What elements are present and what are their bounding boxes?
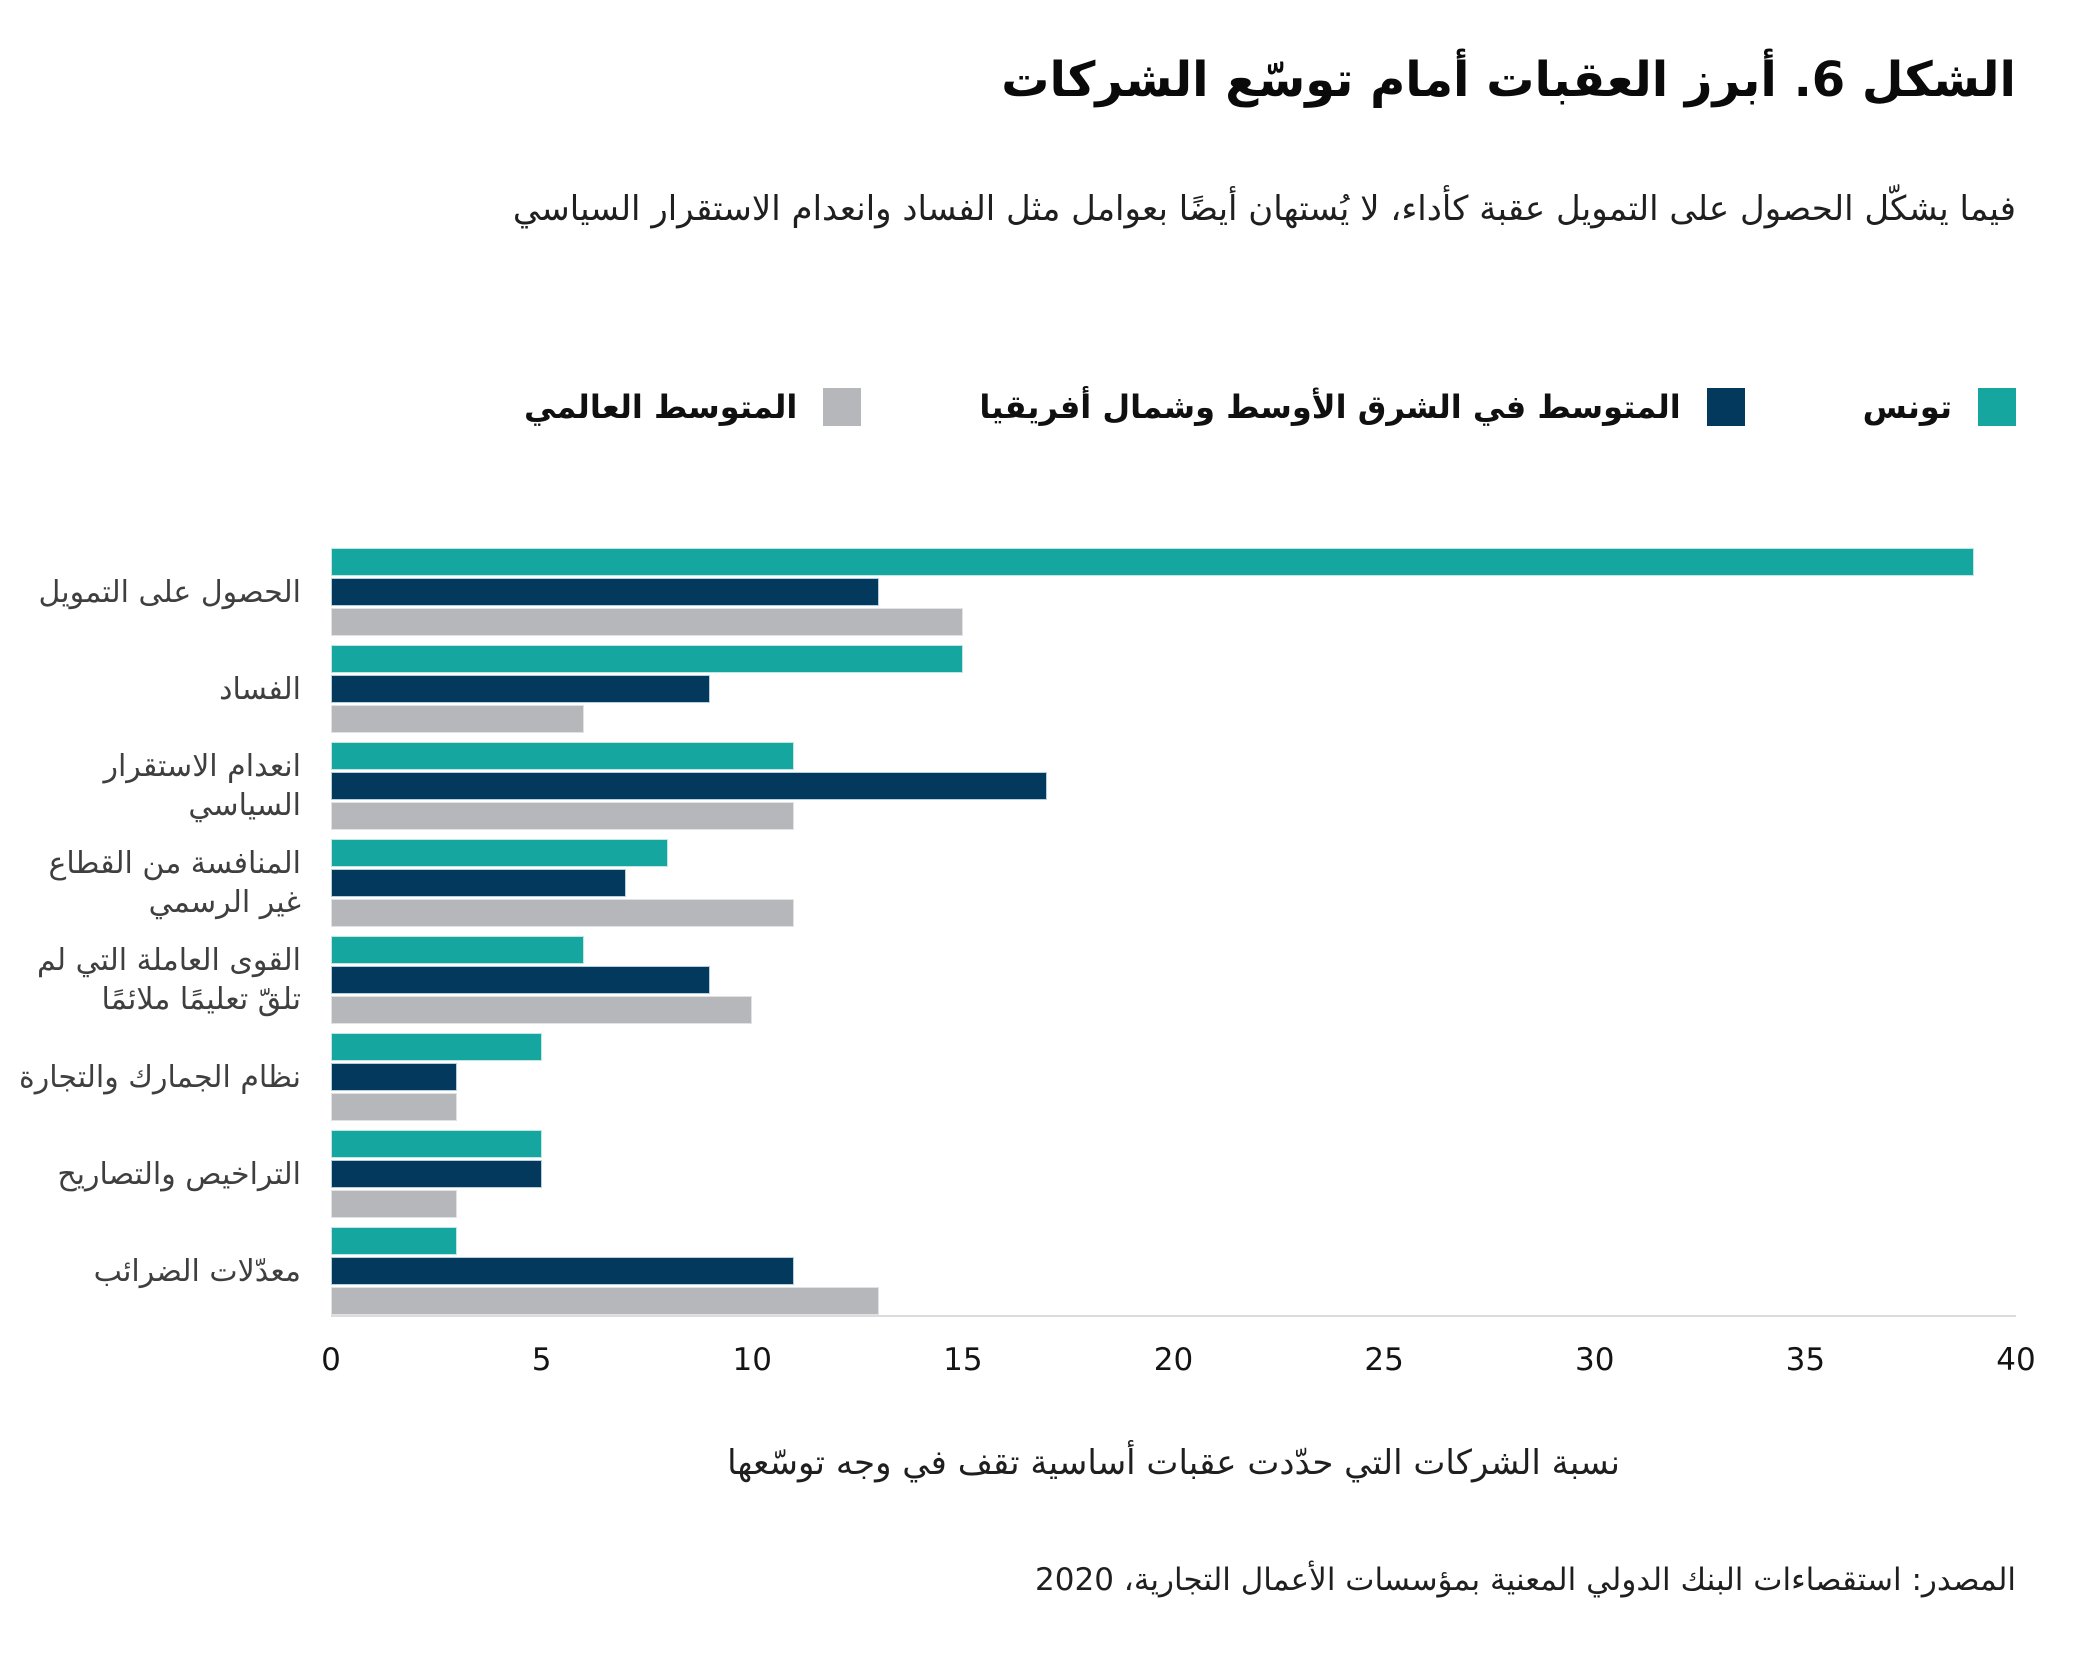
bar-mena	[331, 772, 1048, 800]
x-axis-tick: 35	[1785, 1342, 1826, 1378]
bar-group	[331, 1227, 2016, 1315]
bar-mena	[331, 966, 711, 994]
x-axis-ticks: 0 5 10 15 20 25 30 35 40	[321, 1342, 2036, 1382]
bar-tunisia	[331, 1227, 458, 1255]
figure-title: الشكل 6. أبرز العقبات أمام توسّع الشركات	[1001, 52, 2016, 108]
bar-mena	[331, 1160, 542, 1188]
category-label: معدّلات الضرائب	[93, 1253, 301, 1289]
x-axis-tick: 25	[1364, 1342, 1404, 1378]
legend-label-world-average: المتوسط العالمي	[523, 388, 798, 426]
bar-world	[331, 705, 584, 733]
legend-swatch-tunisia	[1978, 388, 2016, 426]
category-label: الحصول على التمويل	[38, 574, 302, 610]
x-axis-tick: 10	[732, 1342, 772, 1378]
bar-tunisia	[331, 645, 963, 673]
bar-group	[331, 936, 2016, 1024]
source-note: المصدر: استقصاءات البنك الدولي المعنية ب…	[1035, 1562, 2016, 1598]
category-label: القوى العاملة التي لم تلقّ تعليمًا ملائم…	[36, 943, 301, 1017]
chart-row: نظام الجمارك والتجارة	[0, 1033, 2016, 1121]
bar-tunisia	[331, 936, 584, 964]
bar-group	[331, 548, 2016, 636]
bar-group	[331, 645, 2016, 733]
bar-world	[331, 899, 795, 927]
category-label: نظام الجمارك والتجارة	[18, 1059, 301, 1095]
chart-row: المنافسة من القطاع غير الرسمي	[0, 839, 2016, 927]
legend-item-mena-average: المتوسط في الشرق الأوسط وشمال أفريقيا	[979, 388, 1745, 426]
legend-swatch-mena-average	[1706, 388, 1745, 426]
bar-mena	[331, 578, 879, 606]
bar-world	[331, 1190, 458, 1218]
x-axis-tick: 5	[531, 1342, 552, 1378]
bar-group	[331, 742, 2016, 830]
bar-mena	[331, 1257, 795, 1285]
bar-tunisia	[331, 1130, 542, 1158]
chart-legend: تونس المتوسط في الشرق الأوسط وشمال أفريق…	[524, 388, 2016, 426]
chart-row: التراخيص والتصاريح	[0, 1130, 2016, 1218]
legend-label-tunisia: تونس	[1862, 388, 1952, 426]
legend-item-tunisia: تونس	[1863, 388, 2016, 426]
category-label: المنافسة من القطاع غير الرسمي	[48, 846, 301, 920]
bar-tunisia	[331, 839, 668, 867]
bar-mena	[331, 1063, 458, 1091]
bar-world	[331, 996, 753, 1024]
x-axis-tick: 15	[943, 1342, 983, 1378]
legend-item-world-average: المتوسط العالمي	[523, 388, 862, 426]
x-axis-tick: 20	[1153, 1342, 1194, 1378]
bar-world	[331, 608, 963, 636]
chart-row: معدّلات الضرائب	[0, 1227, 2016, 1315]
bar-tunisia	[331, 548, 1974, 576]
bar-world	[331, 802, 795, 830]
bar-group	[331, 1130, 2016, 1218]
bar-group	[331, 839, 2016, 927]
x-axis-title: نسبة الشركات التي حدّدت عقبات أساسية تقف…	[727, 1443, 1620, 1483]
bar-mena	[331, 869, 626, 897]
bar-mena	[331, 675, 711, 703]
chart-row: انعدام الاستقرار السياسي	[0, 742, 2016, 830]
bar-world	[331, 1287, 879, 1315]
chart-row: الحصول على التمويل	[0, 548, 2016, 636]
figure-subtitle: فيما يشكّل الحصول على التمويل عقبة كأداء…	[512, 189, 2016, 229]
chart-row: القوى العاملة التي لم تلقّ تعليمًا ملائم…	[0, 936, 2016, 1024]
bar-chart: الحصول على التمويل الفساد انعدام الاستقرار…	[0, 548, 2016, 1315]
category-label: انعدام الاستقرار السياسي	[103, 749, 301, 823]
legend-swatch-world-average	[823, 388, 862, 426]
chart-row: الفساد	[0, 645, 2016, 733]
bar-group	[331, 1033, 2016, 1121]
bar-tunisia	[331, 1033, 542, 1061]
legend-label-mena-average: المتوسط في الشرق الأوسط وشمال أفريقيا	[979, 388, 1681, 426]
x-axis-tick: 0	[321, 1342, 341, 1378]
bar-tunisia	[331, 742, 795, 770]
x-axis-line	[331, 1315, 2016, 1317]
category-label: التراخيص والتصاريح	[57, 1156, 301, 1192]
category-label: الفساد	[219, 671, 301, 707]
x-axis-tick: 30	[1575, 1342, 1615, 1378]
bar-world	[331, 1093, 458, 1121]
x-axis-tick: 40	[1996, 1342, 2036, 1378]
